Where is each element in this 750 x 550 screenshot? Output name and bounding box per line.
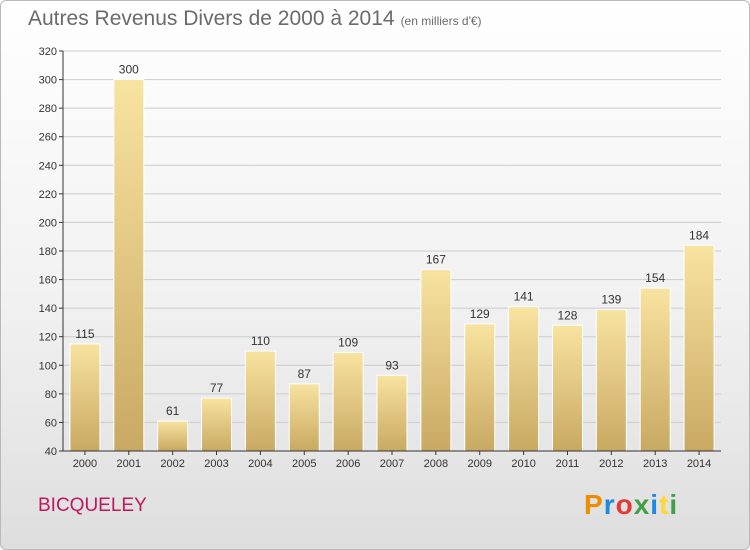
logo-letter: P xyxy=(584,489,604,520)
bar-value-label: 154 xyxy=(645,271,665,285)
x-tick-label: 2010 xyxy=(511,458,535,470)
logo-letter: x xyxy=(633,489,651,520)
bar-value-label: 141 xyxy=(514,290,534,304)
bar xyxy=(551,324,583,452)
y-tick-label: 80 xyxy=(45,389,57,401)
x-tick-label: 2014 xyxy=(687,458,711,470)
bar xyxy=(244,350,276,452)
logo-letter: i xyxy=(650,489,660,520)
bar xyxy=(639,287,671,452)
bar-value-label: 77 xyxy=(210,381,224,395)
x-tick-label: 2004 xyxy=(248,458,272,470)
bar xyxy=(508,306,540,452)
bar xyxy=(332,351,364,452)
x-tick-label: 2009 xyxy=(467,458,491,470)
proxiti-logo: Proxiti xyxy=(584,489,678,521)
y-tick-label: 280 xyxy=(39,103,57,115)
bar xyxy=(376,374,408,452)
y-tick-label: 200 xyxy=(39,217,57,229)
x-tick-label: 2000 xyxy=(73,458,97,470)
bar-value-label: 128 xyxy=(557,308,577,322)
bar-value-label: 129 xyxy=(470,307,490,321)
y-tick-label: 220 xyxy=(39,189,57,201)
bar xyxy=(595,309,627,452)
x-tick-label: 2011 xyxy=(556,458,580,470)
bar xyxy=(157,420,189,452)
bar xyxy=(420,269,452,452)
chart-subtitle: (en milliers d'€) xyxy=(400,14,482,28)
x-tick-label: 2013 xyxy=(643,458,667,470)
logo-letter: o xyxy=(615,489,634,520)
bar-value-label: 167 xyxy=(426,253,446,267)
y-tick-label: 40 xyxy=(45,446,57,458)
y-tick-label: 320 xyxy=(39,46,57,58)
bar-value-label: 110 xyxy=(251,334,270,348)
y-tick-label: 300 xyxy=(39,75,57,87)
y-tick-label: 160 xyxy=(39,275,57,287)
logo-letter: r xyxy=(603,489,616,520)
bar-value-label: 139 xyxy=(601,293,621,307)
x-tick-label: 2012 xyxy=(599,458,623,470)
bar xyxy=(288,383,320,452)
chart-title: Autres Revenus Divers de 2000 à 2014 (en … xyxy=(28,7,482,31)
bar-value-label: 300 xyxy=(119,63,139,77)
x-tick-label: 2002 xyxy=(160,458,184,470)
logo-letter: i xyxy=(669,489,679,520)
y-tick-label: 260 xyxy=(39,132,57,144)
location-name: BICQUELEY xyxy=(38,495,147,516)
y-tick-label: 120 xyxy=(39,332,57,344)
axes: 40 60 80 100 120 140 160 180 200 220 240 260 280 300 3… xyxy=(39,46,721,470)
bar xyxy=(464,323,496,452)
x-tick-label: 2007 xyxy=(380,458,404,470)
y-tick-label: 240 xyxy=(39,160,57,172)
x-tick-label: 2006 xyxy=(336,458,360,470)
y-tick-label: 60 xyxy=(45,417,57,429)
bar-value-label: 61 xyxy=(166,404,180,418)
chart-title-text: Autres Revenus Divers de 2000 à 2014 xyxy=(28,7,395,30)
bar-value-label: 115 xyxy=(75,327,94,341)
bar-value-label: 109 xyxy=(338,335,358,349)
bar-value-label: 184 xyxy=(689,228,709,242)
x-tick-label: 2001 xyxy=(117,458,141,470)
x-tick-label: 2003 xyxy=(204,458,228,470)
y-tick-label: 100 xyxy=(39,360,57,372)
x-tick-label: 2008 xyxy=(424,458,448,470)
logo-letter: t xyxy=(659,489,670,520)
bar xyxy=(201,397,233,452)
bar xyxy=(113,79,145,452)
bar-value-label: 87 xyxy=(298,367,312,381)
bar xyxy=(69,343,101,452)
bar-value-label: 93 xyxy=(385,358,399,372)
x-tick-label: 2005 xyxy=(292,458,316,470)
bar xyxy=(683,244,715,452)
y-tick-label: 140 xyxy=(39,303,57,315)
y-tick-label: 180 xyxy=(39,246,57,258)
bars: 115 300 61 77 110 87 109 93 167 129 141 128 139 154 18… xyxy=(69,63,715,452)
